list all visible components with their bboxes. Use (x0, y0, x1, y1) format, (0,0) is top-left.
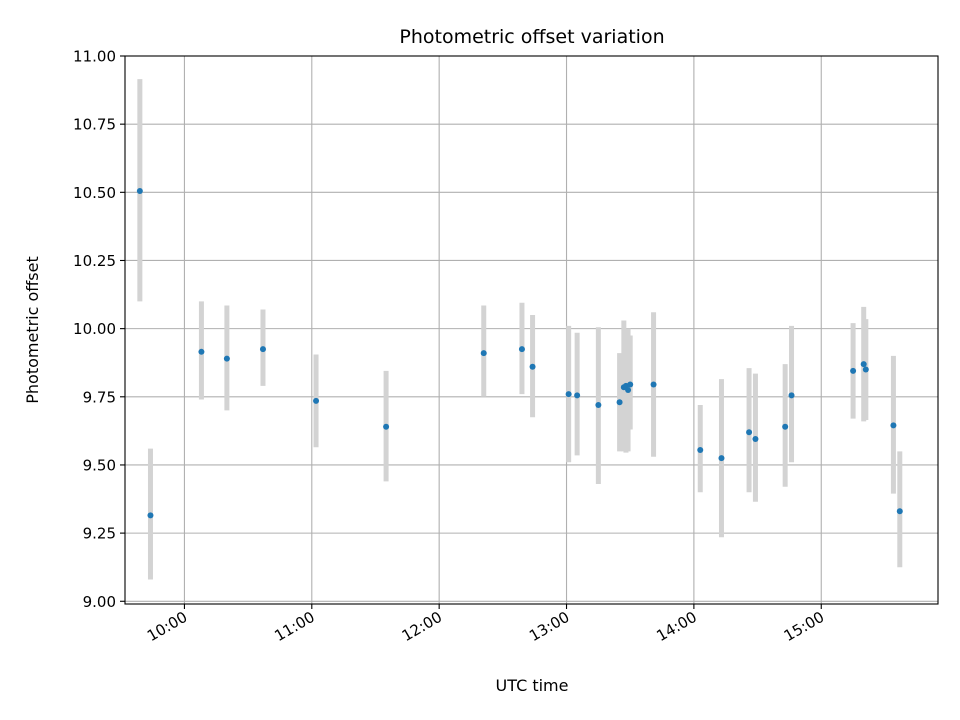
x-axis-label: UTC time (496, 676, 569, 695)
data-point (529, 363, 536, 370)
data-point (198, 348, 205, 355)
data-point (480, 350, 487, 357)
data-point (752, 436, 759, 443)
data-point (788, 392, 795, 399)
y-tick-label: 10.25 (73, 252, 116, 270)
data-point (147, 512, 154, 519)
y-tick-label: 10.50 (73, 184, 116, 202)
data-point (313, 397, 320, 404)
chart-title: Photometric offset variation (399, 26, 664, 48)
data-point (565, 391, 572, 398)
data-point (595, 401, 602, 408)
y-tick-label: 9.75 (83, 388, 116, 406)
data-point (223, 355, 230, 362)
data-point (896, 508, 903, 515)
y-tick-label: 10.75 (73, 116, 116, 134)
data-point (625, 386, 632, 393)
y-tick-label: 11.00 (73, 48, 116, 66)
data-point (860, 361, 867, 368)
data-point (697, 446, 704, 453)
y-axis-label: Photometric offset (23, 256, 42, 404)
data-point (650, 381, 657, 388)
data-points (136, 187, 903, 519)
y-axis-ticks: 9.00 9.25 9.50 9.75 10.00 10.25 10.50 10.75 11.0… (73, 48, 125, 611)
y-tick-label: 10.00 (73, 320, 116, 338)
plot-frame (124, 55, 939, 605)
data-point (383, 423, 390, 430)
data-point (518, 346, 525, 353)
data-point (850, 367, 857, 374)
y-tick-label: 9.25 (83, 525, 116, 543)
data-point (890, 422, 897, 429)
data-point (136, 187, 143, 194)
data-point (782, 423, 789, 430)
data-point (627, 381, 634, 388)
data-point (746, 429, 753, 436)
data-point (862, 366, 869, 373)
data-point (616, 399, 623, 406)
data-point (574, 392, 581, 399)
y-tick-label: 9.00 (83, 593, 116, 611)
data-point (718, 455, 725, 462)
y-tick-label: 9.50 (83, 456, 116, 474)
data-point (259, 346, 266, 353)
